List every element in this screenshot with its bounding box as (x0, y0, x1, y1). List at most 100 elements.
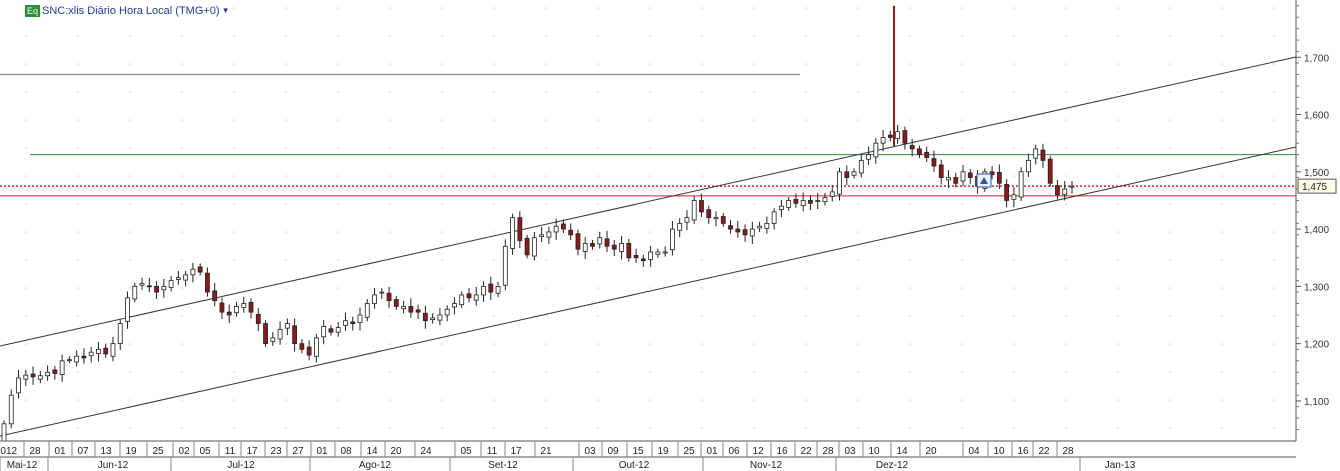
grid-dot (233, 371, 235, 373)
grid-dot (597, 147, 599, 149)
grid-dot (597, 399, 599, 401)
chart-title-bar[interactable]: Eq SNC:xlis Diário Hora Local (TMG+0) ▼ (25, 3, 230, 18)
grid-dot (493, 91, 495, 93)
candle-body (1004, 184, 1010, 201)
grid-dot (181, 147, 183, 149)
grid-dot (545, 35, 547, 37)
candle-body (1011, 194, 1017, 200)
x-day-label: 04 (968, 446, 980, 457)
grid-dot (77, 203, 79, 205)
grid-dot (389, 63, 391, 65)
candle-body (539, 234, 545, 237)
grid-dot (857, 287, 859, 289)
candle-body (422, 312, 428, 322)
candle-body (996, 171, 1002, 184)
grid-dot (441, 63, 443, 65)
grid-dot (441, 371, 443, 373)
grid-dot (233, 287, 235, 289)
x-day-label: 05 (199, 446, 211, 457)
grid-dot (1117, 203, 1119, 205)
grid-dot (181, 203, 183, 205)
grid-dot (701, 63, 703, 65)
candle-body (793, 198, 799, 204)
grid-dot (545, 287, 547, 289)
candle-body (873, 142, 879, 158)
grid-dot (77, 175, 79, 177)
grid-dot (1013, 175, 1015, 177)
x-day-label: 21 (540, 446, 552, 457)
grid-dot (649, 287, 651, 289)
grid-dot (909, 175, 911, 177)
candle-body (553, 225, 559, 233)
grid-dot (441, 287, 443, 289)
grid-dot (649, 63, 651, 65)
candle-body (619, 243, 624, 252)
grid-dot (337, 7, 339, 9)
y-tick-label: 1,600 (1304, 111, 1329, 122)
grid-dot (285, 175, 287, 177)
x-day-label: 05 (460, 446, 472, 457)
grid-dot (441, 231, 443, 233)
x-day-label: 01 (706, 446, 718, 457)
candle-body (364, 303, 370, 318)
grid-dot (1013, 427, 1015, 429)
grid-dot (701, 399, 703, 401)
candle-body (125, 297, 130, 322)
grid-dot (1065, 427, 1067, 429)
grid-dot (129, 371, 131, 373)
grid-dot (857, 35, 859, 37)
chevron-down-icon[interactable]: ▼ (221, 6, 230, 15)
grid-dot (493, 7, 495, 9)
grid-dot (805, 343, 807, 345)
grid-dot (857, 315, 859, 317)
grid-dot (233, 231, 235, 233)
candle-body (844, 171, 850, 178)
grid-dot (1273, 371, 1275, 373)
candle-body (822, 197, 828, 203)
x-day-label: 11 (225, 446, 236, 457)
grid-dot (753, 35, 755, 37)
candle-body (633, 255, 639, 259)
grid-dot (545, 371, 547, 373)
grid-dot (805, 203, 807, 205)
candle-body (757, 225, 762, 229)
grid-dot (25, 147, 27, 149)
grid-dot (909, 287, 911, 289)
grid-dot (857, 343, 859, 345)
x-day-label: 22 (1038, 446, 1050, 457)
grid-dot (1221, 371, 1223, 373)
grid-dot (1221, 63, 1223, 65)
candle-body (234, 306, 239, 314)
grid-dot (441, 175, 443, 177)
candle-body (408, 306, 414, 313)
candle-body (401, 306, 406, 310)
grid-dot (597, 175, 599, 177)
candle-body (263, 323, 268, 345)
candle-body (132, 285, 138, 300)
candle-body (205, 272, 210, 293)
candle-body (706, 209, 712, 219)
grid-dot (701, 91, 703, 93)
grid-dot (1221, 259, 1223, 261)
grid-dot (597, 371, 599, 373)
candle-body (226, 311, 232, 316)
grid-dot (1221, 287, 1223, 289)
grid-dot (1065, 175, 1067, 177)
grid-dot (389, 427, 391, 429)
grid-dot (441, 259, 443, 261)
grid-dot (181, 91, 183, 93)
grid-dot (181, 259, 183, 261)
grid-dot (701, 175, 703, 177)
grid-dot (233, 343, 235, 345)
x-day-label: 20 (925, 446, 937, 457)
grid-dot (25, 91, 27, 93)
candle-body (582, 243, 588, 252)
candle-body (561, 223, 566, 230)
grid-dot (1117, 35, 1119, 37)
grid-dot (1273, 91, 1275, 93)
candle-body (510, 217, 515, 249)
grid-dot (597, 259, 599, 261)
grid-dot (1065, 63, 1067, 65)
grid-dot (337, 203, 339, 205)
